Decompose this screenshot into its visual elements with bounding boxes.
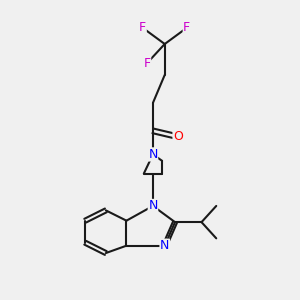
Text: N: N: [160, 239, 169, 252]
Text: F: F: [143, 57, 151, 70]
Text: F: F: [183, 21, 190, 34]
Text: F: F: [139, 21, 146, 34]
Text: N: N: [148, 148, 158, 161]
Text: O: O: [173, 130, 183, 143]
Text: N: N: [148, 200, 158, 212]
